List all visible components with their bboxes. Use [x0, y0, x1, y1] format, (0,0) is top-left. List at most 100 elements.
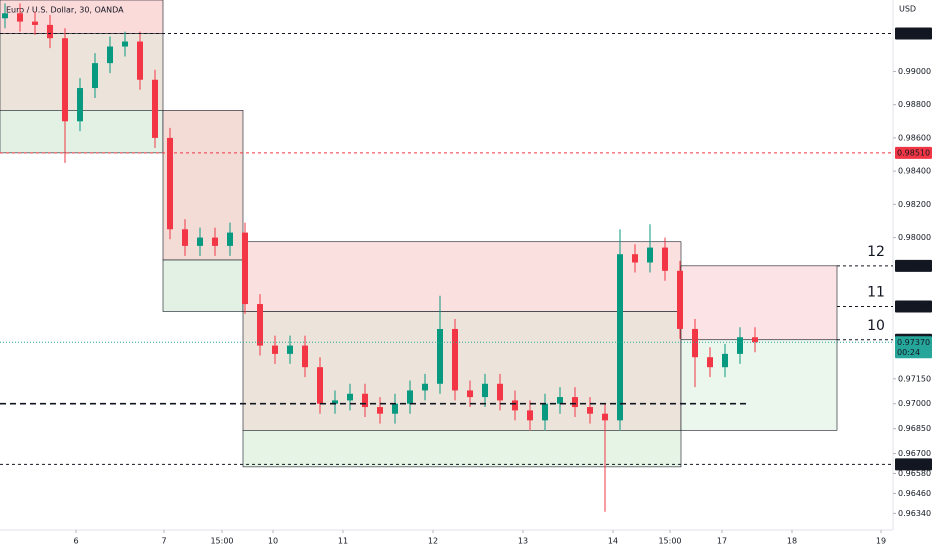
candle-body — [602, 413, 608, 421]
candle-body — [707, 357, 713, 368]
x-tick-label: 13 — [518, 537, 528, 546]
level-label-bg — [895, 146, 932, 159]
x-tick-label: 14 — [608, 537, 618, 546]
x-tick-label: 7 — [161, 537, 166, 546]
candle-body — [62, 38, 68, 122]
x-tick-label: 19 — [876, 537, 886, 546]
candle-body — [242, 232, 248, 305]
y-tick-label: 0.99000 — [898, 67, 931, 76]
y-tick-label: 0.97150 — [898, 374, 931, 383]
candle-body — [107, 46, 113, 64]
zone — [242, 241, 682, 312]
zone — [242, 311, 682, 431]
level-label: 0.96635 — [897, 460, 930, 469]
level-label-bg — [895, 458, 932, 471]
candle-body — [92, 63, 98, 89]
x-tick-label: 6 — [73, 537, 78, 546]
candle-body — [677, 270, 683, 329]
candle-body — [737, 337, 743, 354]
candle-body — [32, 21, 38, 25]
zone — [680, 339, 838, 431]
candle-body — [77, 88, 83, 122]
candle-body — [527, 410, 533, 421]
candle-body — [302, 345, 308, 368]
zone — [162, 259, 244, 312]
candle-body — [572, 397, 578, 408]
candle-body — [122, 41, 128, 47]
price-axis-bg — [893, 0, 932, 550]
chart-title: Euro / U.S. Dollar, 30, OANDA — [6, 6, 124, 15]
candle-body — [332, 400, 338, 404]
y-tick-label: 0.96580 — [898, 469, 931, 478]
level-label-bg — [895, 259, 932, 272]
currency-label: USD — [899, 5, 916, 14]
candle-body — [437, 328, 443, 384]
candle-body — [212, 237, 218, 246]
candle-body — [287, 345, 293, 354]
candle-body — [227, 232, 233, 246]
candle-body — [512, 400, 518, 411]
candle-body — [152, 79, 158, 138]
level-name: 12 — [867, 244, 885, 260]
candle-body — [752, 337, 758, 343]
x-tick-label: 15:00 — [658, 537, 681, 546]
candle-body — [392, 403, 398, 414]
candle-body — [407, 390, 413, 404]
y-tick-label: 0.98200 — [898, 200, 931, 209]
candle-body — [467, 390, 473, 398]
candle-body — [347, 393, 353, 401]
x-tick-label: 18 — [787, 537, 797, 546]
candle-body — [272, 345, 278, 354]
y-tick-label: 0.96850 — [898, 424, 931, 433]
x-tick-label: 12 — [428, 537, 438, 546]
countdown-label: 00:24 — [897, 348, 920, 357]
level-label-bg — [895, 27, 932, 40]
y-tick-label: 0.98400 — [898, 167, 931, 176]
candle-body — [647, 247, 653, 263]
candle-body — [17, 13, 23, 22]
level-label: 0.97830 — [897, 261, 930, 270]
candle-body — [557, 397, 563, 404]
level-label: 0.97585 — [897, 302, 930, 311]
candle-body — [452, 328, 458, 391]
last-price-label: 0.97370 — [897, 338, 930, 347]
x-tick-label: 15:00 — [210, 537, 233, 546]
candle-body — [2, 13, 8, 19]
y-tick-label: 0.97000 — [898, 399, 931, 408]
candle-body — [722, 353, 728, 368]
candle-body — [167, 137, 173, 230]
last-price-bg — [895, 336, 932, 359]
y-tick-label: 0.98600 — [898, 133, 931, 142]
candle-body — [482, 383, 488, 398]
candle-body — [47, 24, 53, 39]
candle-body — [422, 383, 428, 391]
candle-body — [497, 383, 503, 401]
candle-body — [617, 254, 623, 421]
candle-body — [197, 237, 203, 246]
candle-body — [137, 41, 143, 80]
candle-body — [377, 407, 383, 414]
candle-body — [317, 367, 323, 404]
y-tick-label: 0.96700 — [898, 449, 931, 458]
level-label-bg — [895, 300, 932, 313]
candle-body — [542, 403, 548, 421]
x-tick-label: 11 — [338, 537, 348, 546]
candle-body — [692, 328, 698, 358]
candle-body — [587, 407, 593, 414]
x-tick-label: 10 — [268, 537, 278, 546]
zone — [0, 0, 164, 34]
candle-body — [182, 229, 188, 246]
candle-body — [362, 393, 368, 408]
y-tick-label: 0.96340 — [898, 509, 931, 518]
y-tick-label: 0.96460 — [898, 489, 931, 498]
x-tick-label: 17 — [717, 537, 727, 546]
zone — [680, 265, 838, 341]
candle-body — [632, 254, 638, 263]
zone — [242, 430, 682, 468]
level-name: 11 — [867, 285, 885, 301]
candle-body — [257, 304, 263, 346]
level-label: 0.99228 — [897, 29, 930, 38]
level-name: 10 — [867, 318, 885, 334]
level-label: 0.98510 — [897, 148, 930, 157]
y-tick-label: 0.98000 — [898, 233, 931, 242]
